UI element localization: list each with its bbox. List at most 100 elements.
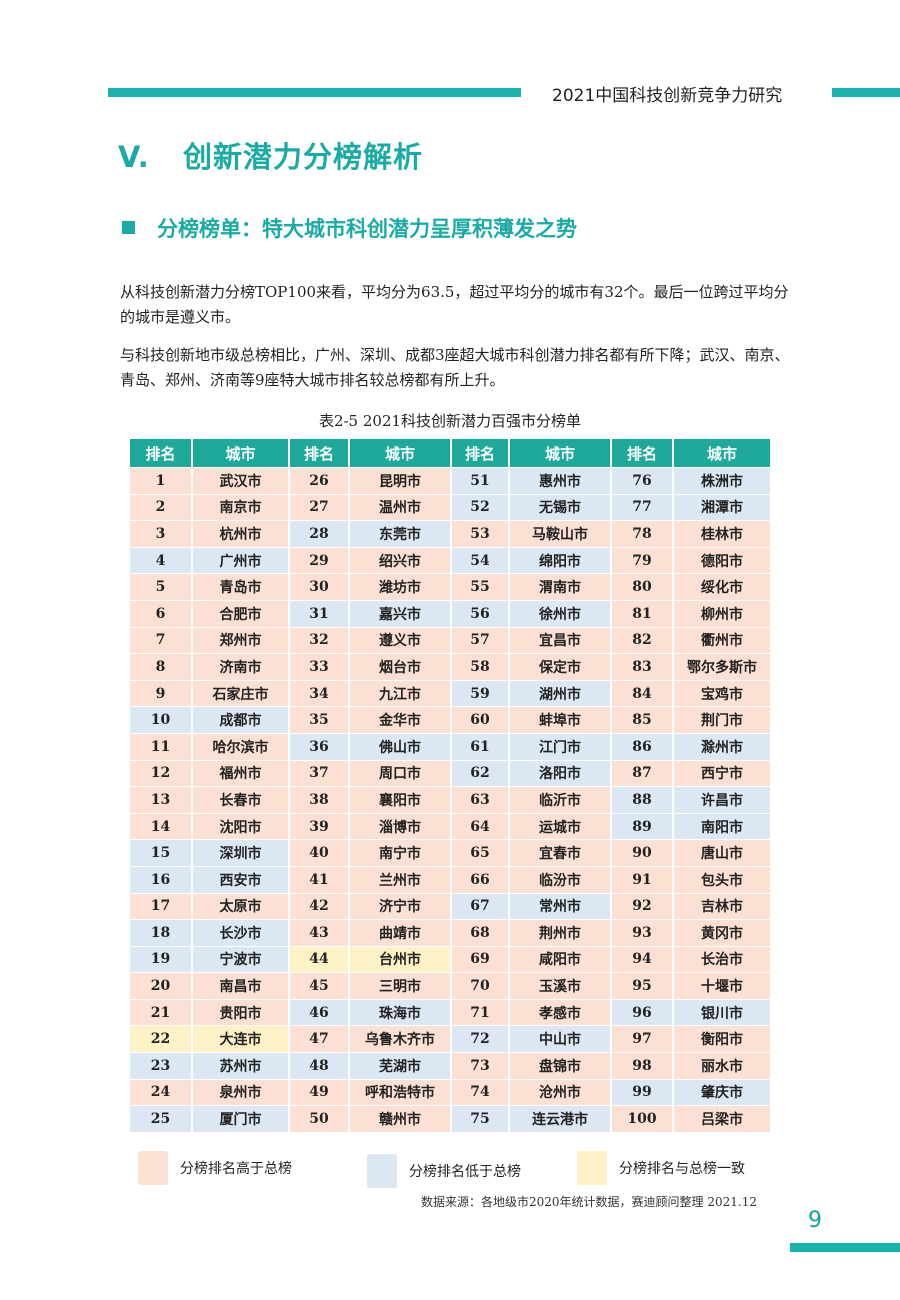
rank-cell: 70 bbox=[452, 973, 508, 999]
city-cell: 广州市 bbox=[193, 547, 288, 574]
city-cell: 许昌市 bbox=[674, 787, 770, 813]
city-cell: 玉溪市 bbox=[510, 973, 610, 999]
rank-cell: 74 bbox=[452, 1079, 508, 1106]
rank-cell: 58 bbox=[452, 654, 508, 680]
header-city: 城市 bbox=[350, 439, 450, 467]
city-cell: 青岛市 bbox=[193, 574, 288, 600]
rank-cell: 17 bbox=[130, 893, 191, 920]
city-cell: 昆明市 bbox=[350, 468, 450, 494]
rank-cell: 69 bbox=[452, 946, 508, 973]
city-cell: 南宁市 bbox=[350, 840, 450, 866]
city-cell: 临汾市 bbox=[510, 866, 610, 893]
city-cell: 宜昌市 bbox=[510, 627, 610, 654]
city-cell: 太原市 bbox=[193, 893, 288, 920]
rank-cell: 86 bbox=[612, 733, 672, 760]
city-cell: 合肥市 bbox=[193, 600, 288, 627]
rank-cell: 6 bbox=[130, 600, 191, 627]
rank-cell: 99 bbox=[612, 1079, 672, 1106]
rank-cell: 10 bbox=[130, 707, 191, 733]
rank-cell: 50 bbox=[290, 1106, 348, 1132]
city-cell: 福州市 bbox=[193, 760, 288, 787]
city-cell: 长沙市 bbox=[193, 920, 288, 946]
table-row: 6 合肥市 31 嘉兴市 56 徐州市 81 柳州市 bbox=[130, 600, 770, 627]
city-cell: 江门市 bbox=[510, 733, 610, 760]
rank-cell: 55 bbox=[452, 574, 508, 600]
rank-cell: 1 bbox=[130, 468, 191, 494]
city-cell: 衢州市 bbox=[674, 627, 770, 654]
rank-cell: 57 bbox=[452, 627, 508, 654]
rank-cell: 36 bbox=[290, 733, 348, 760]
city-cell: 成都市 bbox=[193, 707, 288, 733]
data-source: 数据来源：各地级市2020年统计数据，赛迪顾问整理 2021.12 bbox=[421, 1195, 757, 1209]
city-cell: 深圳市 bbox=[193, 840, 288, 866]
rank-cell: 8 bbox=[130, 654, 191, 680]
rank-cell: 81 bbox=[612, 600, 672, 627]
rank-cell: 93 bbox=[612, 920, 672, 946]
city-cell: 连云港市 bbox=[510, 1106, 610, 1132]
table-row: 11 哈尔滨市 36 佛山市 61 江门市 86 滁州市 bbox=[130, 733, 770, 760]
rank-cell: 59 bbox=[452, 680, 508, 707]
city-cell: 衡阳市 bbox=[674, 1026, 770, 1053]
rank-cell: 84 bbox=[612, 680, 672, 707]
city-cell: 济宁市 bbox=[350, 893, 450, 920]
city-cell: 三明市 bbox=[350, 973, 450, 999]
table-row: 17 太原市 42 济宁市 67 常州市 92 吉林市 bbox=[130, 893, 770, 920]
rank-cell: 37 bbox=[290, 760, 348, 787]
rank-cell: 29 bbox=[290, 547, 348, 574]
rank-cell: 49 bbox=[290, 1079, 348, 1106]
table-row: 2 南京市 27 温州市 52 无锡市 77 湘潭市 bbox=[130, 494, 770, 521]
city-cell: 绍兴市 bbox=[350, 547, 450, 574]
city-cell: 德阳市 bbox=[674, 547, 770, 574]
rank-cell: 94 bbox=[612, 946, 672, 973]
report-title: 2021中国科技创新竞争力研究 bbox=[552, 86, 783, 106]
city-cell: 嘉兴市 bbox=[350, 600, 450, 627]
city-cell: 宁波市 bbox=[193, 946, 288, 973]
legend-swatch-lower bbox=[367, 1154, 397, 1188]
city-cell: 大连市 bbox=[193, 1026, 288, 1053]
city-cell: 宝鸡市 bbox=[674, 680, 770, 707]
city-cell: 周口市 bbox=[350, 760, 450, 787]
rank-cell: 96 bbox=[612, 999, 672, 1026]
city-cell: 宜春市 bbox=[510, 840, 610, 866]
city-cell: 东莞市 bbox=[350, 521, 450, 547]
city-cell: 厦门市 bbox=[193, 1106, 288, 1132]
rank-cell: 53 bbox=[452, 521, 508, 547]
rank-cell: 23 bbox=[130, 1053, 191, 1079]
rank-cell: 97 bbox=[612, 1026, 672, 1053]
rank-cell: 91 bbox=[612, 866, 672, 893]
rank-cell: 3 bbox=[130, 521, 191, 547]
city-cell: 吉林市 bbox=[674, 893, 770, 920]
rank-cell: 75 bbox=[452, 1106, 508, 1132]
rank-cell: 41 bbox=[290, 866, 348, 893]
table-row: 4 广州市 29 绍兴市 54 绵阳市 79 德阳市 bbox=[130, 547, 770, 574]
rank-cell: 82 bbox=[612, 627, 672, 654]
rank-cell: 79 bbox=[612, 547, 672, 574]
rank-cell: 24 bbox=[130, 1079, 191, 1106]
rank-cell: 92 bbox=[612, 893, 672, 920]
city-cell: 济南市 bbox=[193, 654, 288, 680]
city-cell: 郑州市 bbox=[193, 627, 288, 654]
table-row: 18 长沙市 43 曲靖市 68 荆州市 93 黄冈市 bbox=[130, 920, 770, 946]
rank-cell: 28 bbox=[290, 521, 348, 547]
rank-cell: 85 bbox=[612, 707, 672, 733]
header-bar-right bbox=[832, 88, 900, 97]
city-cell: 包头市 bbox=[674, 866, 770, 893]
header-rank: 排名 bbox=[612, 439, 672, 467]
rank-cell: 31 bbox=[290, 600, 348, 627]
city-cell: 运城市 bbox=[510, 813, 610, 840]
city-cell: 哈尔滨市 bbox=[193, 733, 288, 760]
city-cell: 绥化市 bbox=[674, 574, 770, 600]
rank-cell: 76 bbox=[612, 468, 672, 494]
city-cell: 苏州市 bbox=[193, 1053, 288, 1079]
rank-cell: 62 bbox=[452, 760, 508, 787]
city-cell: 泉州市 bbox=[193, 1079, 288, 1106]
table-row: 23 苏州市 48 芜湖市 73 盘锦市 98 丽水市 bbox=[130, 1053, 770, 1079]
rank-cell: 98 bbox=[612, 1053, 672, 1079]
city-cell: 湖州市 bbox=[510, 680, 610, 707]
rank-cell: 15 bbox=[130, 840, 191, 866]
rank-cell: 73 bbox=[452, 1053, 508, 1079]
subsection-title: 分榜榜单：特大城市科创潜力呈厚积薄发之势 bbox=[122, 213, 577, 243]
city-cell: 银川市 bbox=[674, 999, 770, 1026]
rank-cell: 80 bbox=[612, 574, 672, 600]
table-row: 5 青岛市 30 潍坊市 55 渭南市 80 绥化市 bbox=[130, 574, 770, 600]
